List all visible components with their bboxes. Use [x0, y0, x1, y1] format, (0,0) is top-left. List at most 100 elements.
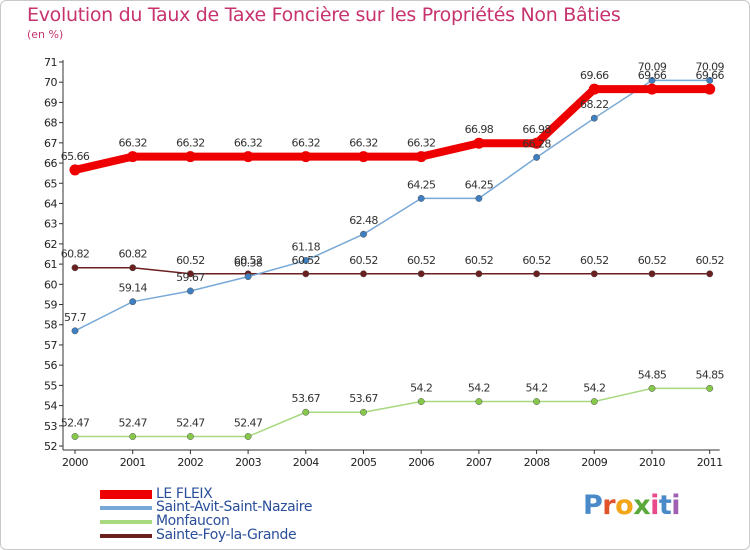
data-point-sainte-foy-la-grande — [533, 270, 541, 278]
data-point-sainte-foy-la-grande — [186, 270, 194, 278]
legend-swatch — [100, 534, 152, 538]
x-tick-label: 2002 — [177, 456, 203, 469]
data-point-monfaucon — [475, 398, 483, 405]
y-tick-label: 67 — [44, 137, 57, 150]
series-line-le-fleix — [71, 85, 714, 174]
data-label-monfaucon: 53.67 — [292, 392, 321, 405]
data-label-sainte-foy-la-grande: 60.52 — [580, 254, 609, 267]
data-label-monfaucon: 54.2 — [583, 382, 605, 395]
data-label-sainte-foy-la-grande: 60.52 — [349, 254, 378, 267]
data-point-monfaucon — [302, 408, 310, 416]
y-tick-label: 66 — [44, 157, 57, 170]
data-point-le-fleix — [184, 151, 196, 163]
legend-swatch — [100, 506, 152, 510]
data-point-sainte-foy-la-grande — [71, 264, 79, 272]
y-tick-label: 56 — [44, 359, 57, 372]
data-label-monfaucon: 52.47 — [234, 417, 263, 430]
data-point-le-fleix — [588, 83, 600, 95]
data-label-monfaucon: 52.47 — [118, 417, 147, 430]
data-point-sainte-foy-la-grande — [590, 270, 598, 278]
data-point-sainte-foy-la-grande — [302, 270, 310, 278]
legend-label: Monfaucon — [156, 513, 230, 529]
x-tick-label: 2000 — [62, 456, 88, 469]
data-label-monfaucon: 52.47 — [176, 417, 205, 430]
y-tick-label: 54 — [44, 400, 57, 413]
logo-letter: x — [633, 490, 651, 521]
data-point-sainte-foy-la-grande — [360, 270, 367, 278]
logo-letter: r — [602, 490, 616, 521]
data-point-le-fleix — [704, 83, 716, 95]
legend-label: Sainte-Foy-la-Grande — [156, 527, 297, 543]
y-tick-label: 69 — [44, 96, 57, 109]
data-label-sainte-foy-la-grande: 60.52 — [638, 254, 667, 267]
y-tick-label: 65 — [44, 177, 57, 190]
data-label-monfaucon: 54.85 — [638, 368, 667, 381]
data-point-sainte-foy-la-grande — [475, 270, 483, 278]
data-point-monfaucon — [129, 433, 137, 440]
logo-letter: i — [650, 490, 659, 521]
legend-label: LE FLEIX — [156, 486, 213, 502]
data-label-sainte-foy-la-grande: 60.52 — [407, 254, 436, 267]
x-tick-label: 2005 — [351, 456, 377, 469]
data-point-monfaucon — [590, 398, 598, 405]
legend-label: Saint-Avit-Saint-Nazaire — [156, 499, 313, 515]
data-label-monfaucon: 53.67 — [349, 392, 378, 405]
series-line-saint-avit-saint-nazaire — [74, 79, 711, 332]
data-point-saint-avit-saint-nazaire — [533, 153, 541, 161]
data-label-le-fleix: 69.66 — [695, 69, 724, 82]
data-point-monfaucon — [71, 433, 79, 440]
data-point-saint-avit-saint-nazaire — [302, 257, 310, 264]
data-point-sainte-foy-la-grande — [417, 270, 425, 278]
data-label-sainte-foy-la-grande: 60.52 — [292, 254, 321, 267]
data-label-le-fleix: 66.32 — [292, 137, 321, 150]
data-point-monfaucon — [417, 398, 425, 405]
y-tick-label: 64 — [44, 197, 57, 210]
data-label-sainte-foy-la-grande: 60.52 — [522, 254, 551, 267]
data-point-monfaucon — [244, 433, 252, 440]
y-tick-label: 61 — [44, 258, 57, 271]
chart-title: Evolution du Taux de Taxe Foncière sur l… — [27, 4, 621, 26]
data-point-le-fleix — [646, 83, 658, 95]
data-label-monfaucon: 54.2 — [526, 382, 548, 395]
data-label-sainte-foy-la-grande: 60.52 — [695, 254, 724, 267]
data-label-saint-avit-saint-nazaire: 70.09 — [695, 60, 724, 73]
data-point-monfaucon — [706, 384, 714, 392]
legend-swatch — [100, 490, 152, 499]
data-label-saint-avit-saint-nazaire: 70.09 — [638, 60, 667, 73]
data-label-saint-avit-saint-nazaire: 66.28 — [522, 137, 551, 150]
data-label-saint-avit-saint-nazaire: 68.22 — [580, 98, 609, 111]
data-label-saint-avit-saint-nazaire: 57.7 — [64, 311, 87, 324]
data-point-le-fleix — [127, 151, 139, 163]
data-point-le-fleix — [473, 137, 485, 149]
data-label-monfaucon: 52.47 — [61, 417, 90, 430]
data-point-monfaucon — [186, 433, 194, 440]
series-line-sainte-foy-la-grande — [74, 266, 711, 275]
data-point-saint-avit-saint-nazaire — [590, 114, 598, 122]
series-line-monfaucon — [74, 387, 711, 438]
y-tick-label: 68 — [44, 117, 57, 130]
logo-letter: i — [671, 490, 681, 521]
x-tick-label: 2007 — [466, 456, 492, 469]
data-point-saint-avit-saint-nazaire — [244, 273, 252, 281]
data-point-saint-avit-saint-nazaire — [417, 194, 425, 202]
data-label-saint-avit-saint-nazaire: 64.25 — [465, 178, 494, 191]
y-tick-label: 57 — [44, 339, 57, 352]
chart-subtitle: (en %) — [27, 28, 64, 41]
data-point-saint-avit-saint-nazaire — [71, 327, 79, 335]
x-tick-label: 2010 — [639, 456, 665, 469]
x-tick-label: 2001 — [120, 456, 146, 469]
x-tick-label: 2004 — [293, 456, 319, 469]
data-point-saint-avit-saint-nazaire — [186, 287, 194, 295]
y-tick-label: 62 — [44, 238, 57, 251]
data-label-le-fleix: 69.66 — [580, 69, 609, 82]
data-point-le-fleix — [300, 151, 312, 163]
x-tick-label: 2003 — [235, 456, 261, 469]
legend-swatch — [100, 520, 152, 524]
data-label-le-fleix: 66.98 — [465, 123, 494, 136]
data-label-sainte-foy-la-grande: 60.52 — [465, 254, 494, 267]
data-label-saint-avit-saint-nazaire: 61.18 — [292, 240, 321, 253]
data-point-sainte-foy-la-grande — [129, 264, 137, 272]
data-label-saint-avit-saint-nazaire: 60.38 — [234, 257, 263, 270]
data-point-le-fleix — [358, 151, 369, 163]
data-point-le-fleix — [531, 137, 543, 149]
